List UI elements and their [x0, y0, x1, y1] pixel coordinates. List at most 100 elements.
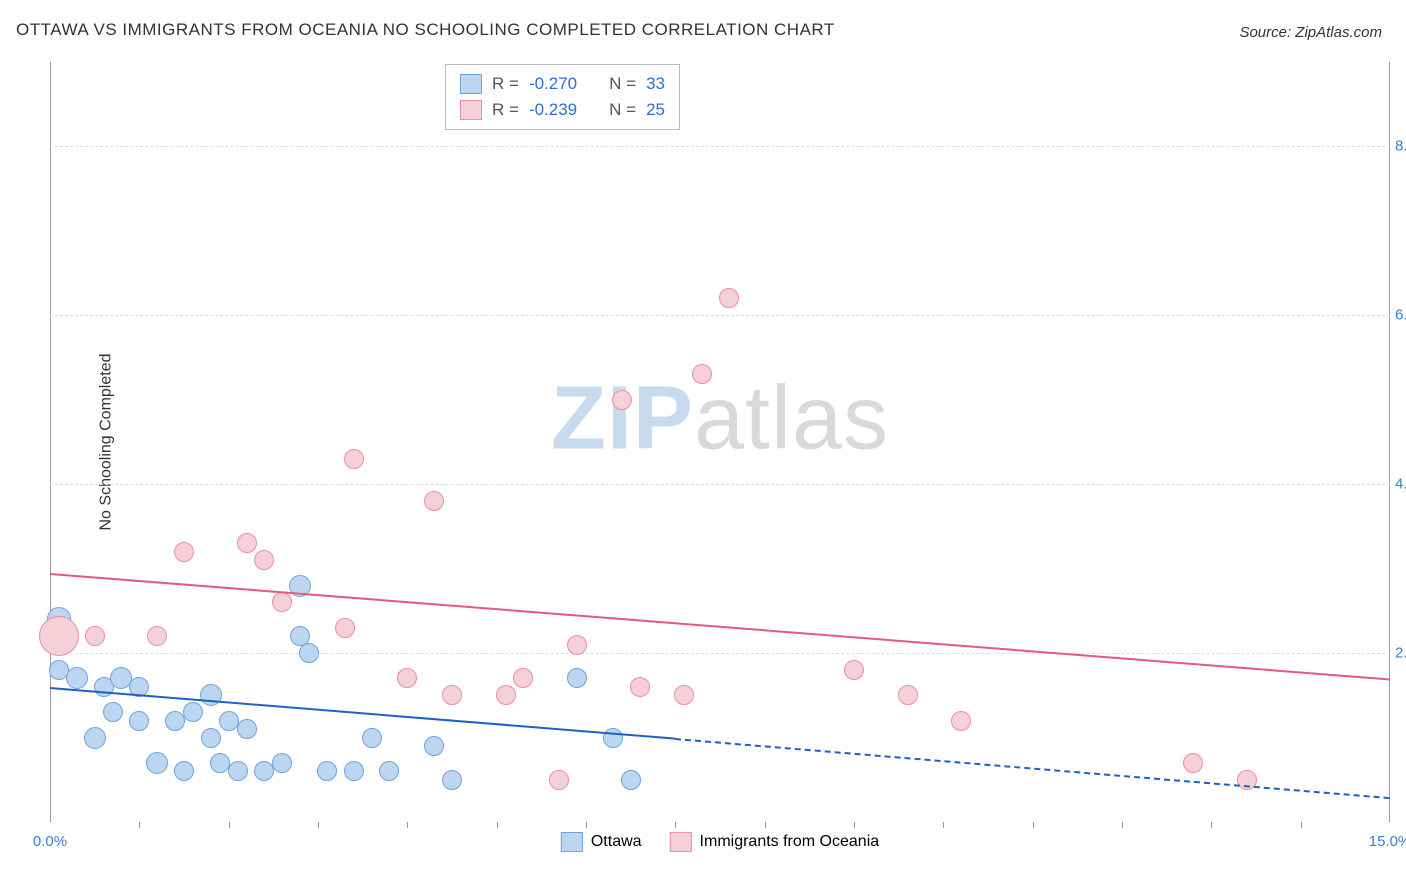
data-point	[612, 390, 632, 410]
data-point	[103, 702, 123, 722]
data-point	[183, 702, 203, 722]
y-tick-label: 2.0%	[1395, 645, 1406, 662]
data-point	[272, 753, 292, 773]
data-point	[379, 761, 399, 781]
gridline	[50, 484, 1390, 485]
axis-right	[1389, 62, 1390, 822]
data-point	[567, 668, 587, 688]
data-point	[237, 719, 257, 739]
data-point	[442, 770, 462, 790]
x-tick	[1033, 822, 1034, 828]
x-tick	[229, 822, 230, 828]
x-tick	[586, 822, 587, 828]
stats-r-value-2: -0.239	[529, 97, 577, 123]
x-label-right: 15.0%	[1369, 833, 1406, 850]
data-point	[844, 660, 864, 680]
data-point	[424, 736, 444, 756]
data-point	[630, 677, 650, 697]
x-tick	[765, 822, 766, 828]
data-point	[603, 728, 623, 748]
stats-row-1: R = -0.270 N = 33	[460, 71, 665, 97]
data-point	[424, 491, 444, 511]
chart-container: OTTAWA VS IMMIGRANTS FROM OCEANIA NO SCH…	[0, 0, 1406, 892]
data-point	[146, 752, 168, 774]
stats-box: R = -0.270 N = 33 R = -0.239 N = 25	[445, 64, 680, 130]
data-point	[200, 684, 222, 706]
trend-line-dashed	[675, 738, 1390, 799]
x-tick	[675, 822, 676, 828]
chart-area: No Schooling Completed ZIPatlas 2.0%4.0%…	[50, 62, 1390, 822]
data-point	[674, 685, 694, 705]
data-point	[317, 761, 337, 781]
data-point	[272, 592, 292, 612]
swatch-ottawa	[460, 74, 482, 94]
stats-row-2: R = -0.239 N = 25	[460, 97, 665, 123]
watermark: ZIPatlas	[551, 368, 889, 471]
data-point	[66, 667, 88, 689]
data-point	[344, 449, 364, 469]
data-point	[147, 626, 167, 646]
data-point	[129, 711, 149, 731]
axis-left	[50, 62, 51, 822]
data-point	[692, 364, 712, 384]
stats-r-label: R =	[492, 71, 519, 97]
data-point	[898, 685, 918, 705]
gridline	[50, 653, 1390, 654]
legend-label-oceania: Immigrants from Oceania	[700, 833, 880, 851]
data-point	[1183, 753, 1203, 773]
legend-bottom: Ottawa Immigrants from Oceania	[561, 832, 879, 852]
legend-swatch-ottawa	[561, 832, 583, 852]
data-point	[397, 668, 417, 688]
plot-area: ZIPatlas 2.0%4.0%6.0%8.0%0.0%15.0%	[50, 62, 1390, 822]
x-tick	[318, 822, 319, 828]
data-point	[567, 635, 587, 655]
stats-r-value-1: -0.270	[529, 71, 577, 97]
gridline	[50, 146, 1390, 147]
watermark-zip: ZIP	[551, 369, 694, 469]
legend-item-ottawa: Ottawa	[561, 832, 642, 852]
y-tick-label: 8.0%	[1395, 138, 1406, 155]
gridline	[50, 315, 1390, 316]
x-tick	[407, 822, 408, 828]
data-point	[85, 626, 105, 646]
x-tick	[1211, 822, 1212, 828]
stats-n-value-1: 33	[646, 71, 665, 97]
data-point	[951, 711, 971, 731]
x-tick	[1301, 822, 1302, 828]
data-point	[174, 761, 194, 781]
data-point	[362, 728, 382, 748]
stats-r-label: R =	[492, 97, 519, 123]
trend-line	[50, 573, 1390, 681]
data-point	[201, 728, 221, 748]
x-tick	[943, 822, 944, 828]
legend-swatch-oceania	[670, 832, 692, 852]
data-point	[335, 618, 355, 638]
x-label-left: 0.0%	[33, 833, 67, 850]
data-point	[254, 550, 274, 570]
x-tick	[139, 822, 140, 828]
x-tick	[497, 822, 498, 828]
legend-label-ottawa: Ottawa	[591, 833, 642, 851]
data-point	[621, 770, 641, 790]
data-point	[719, 288, 739, 308]
data-point	[344, 761, 364, 781]
x-tick	[1122, 822, 1123, 828]
chart-title: OTTAWA VS IMMIGRANTS FROM OCEANIA NO SCH…	[16, 20, 835, 40]
data-point	[174, 542, 194, 562]
data-point	[237, 533, 257, 553]
y-tick-label: 4.0%	[1395, 476, 1406, 493]
source-label: Source: ZipAtlas.com	[1239, 24, 1382, 41]
y-tick-label: 6.0%	[1395, 307, 1406, 324]
stats-n-label: N =	[609, 71, 636, 97]
data-point	[496, 685, 516, 705]
x-tick	[854, 822, 855, 828]
data-point	[39, 616, 79, 656]
data-point	[549, 770, 569, 790]
stats-n-label: N =	[609, 97, 636, 123]
data-point	[299, 643, 319, 663]
watermark-atlas: atlas	[694, 369, 889, 469]
data-point	[513, 668, 533, 688]
data-point	[228, 761, 248, 781]
data-point	[84, 727, 106, 749]
stats-n-value-2: 25	[646, 97, 665, 123]
